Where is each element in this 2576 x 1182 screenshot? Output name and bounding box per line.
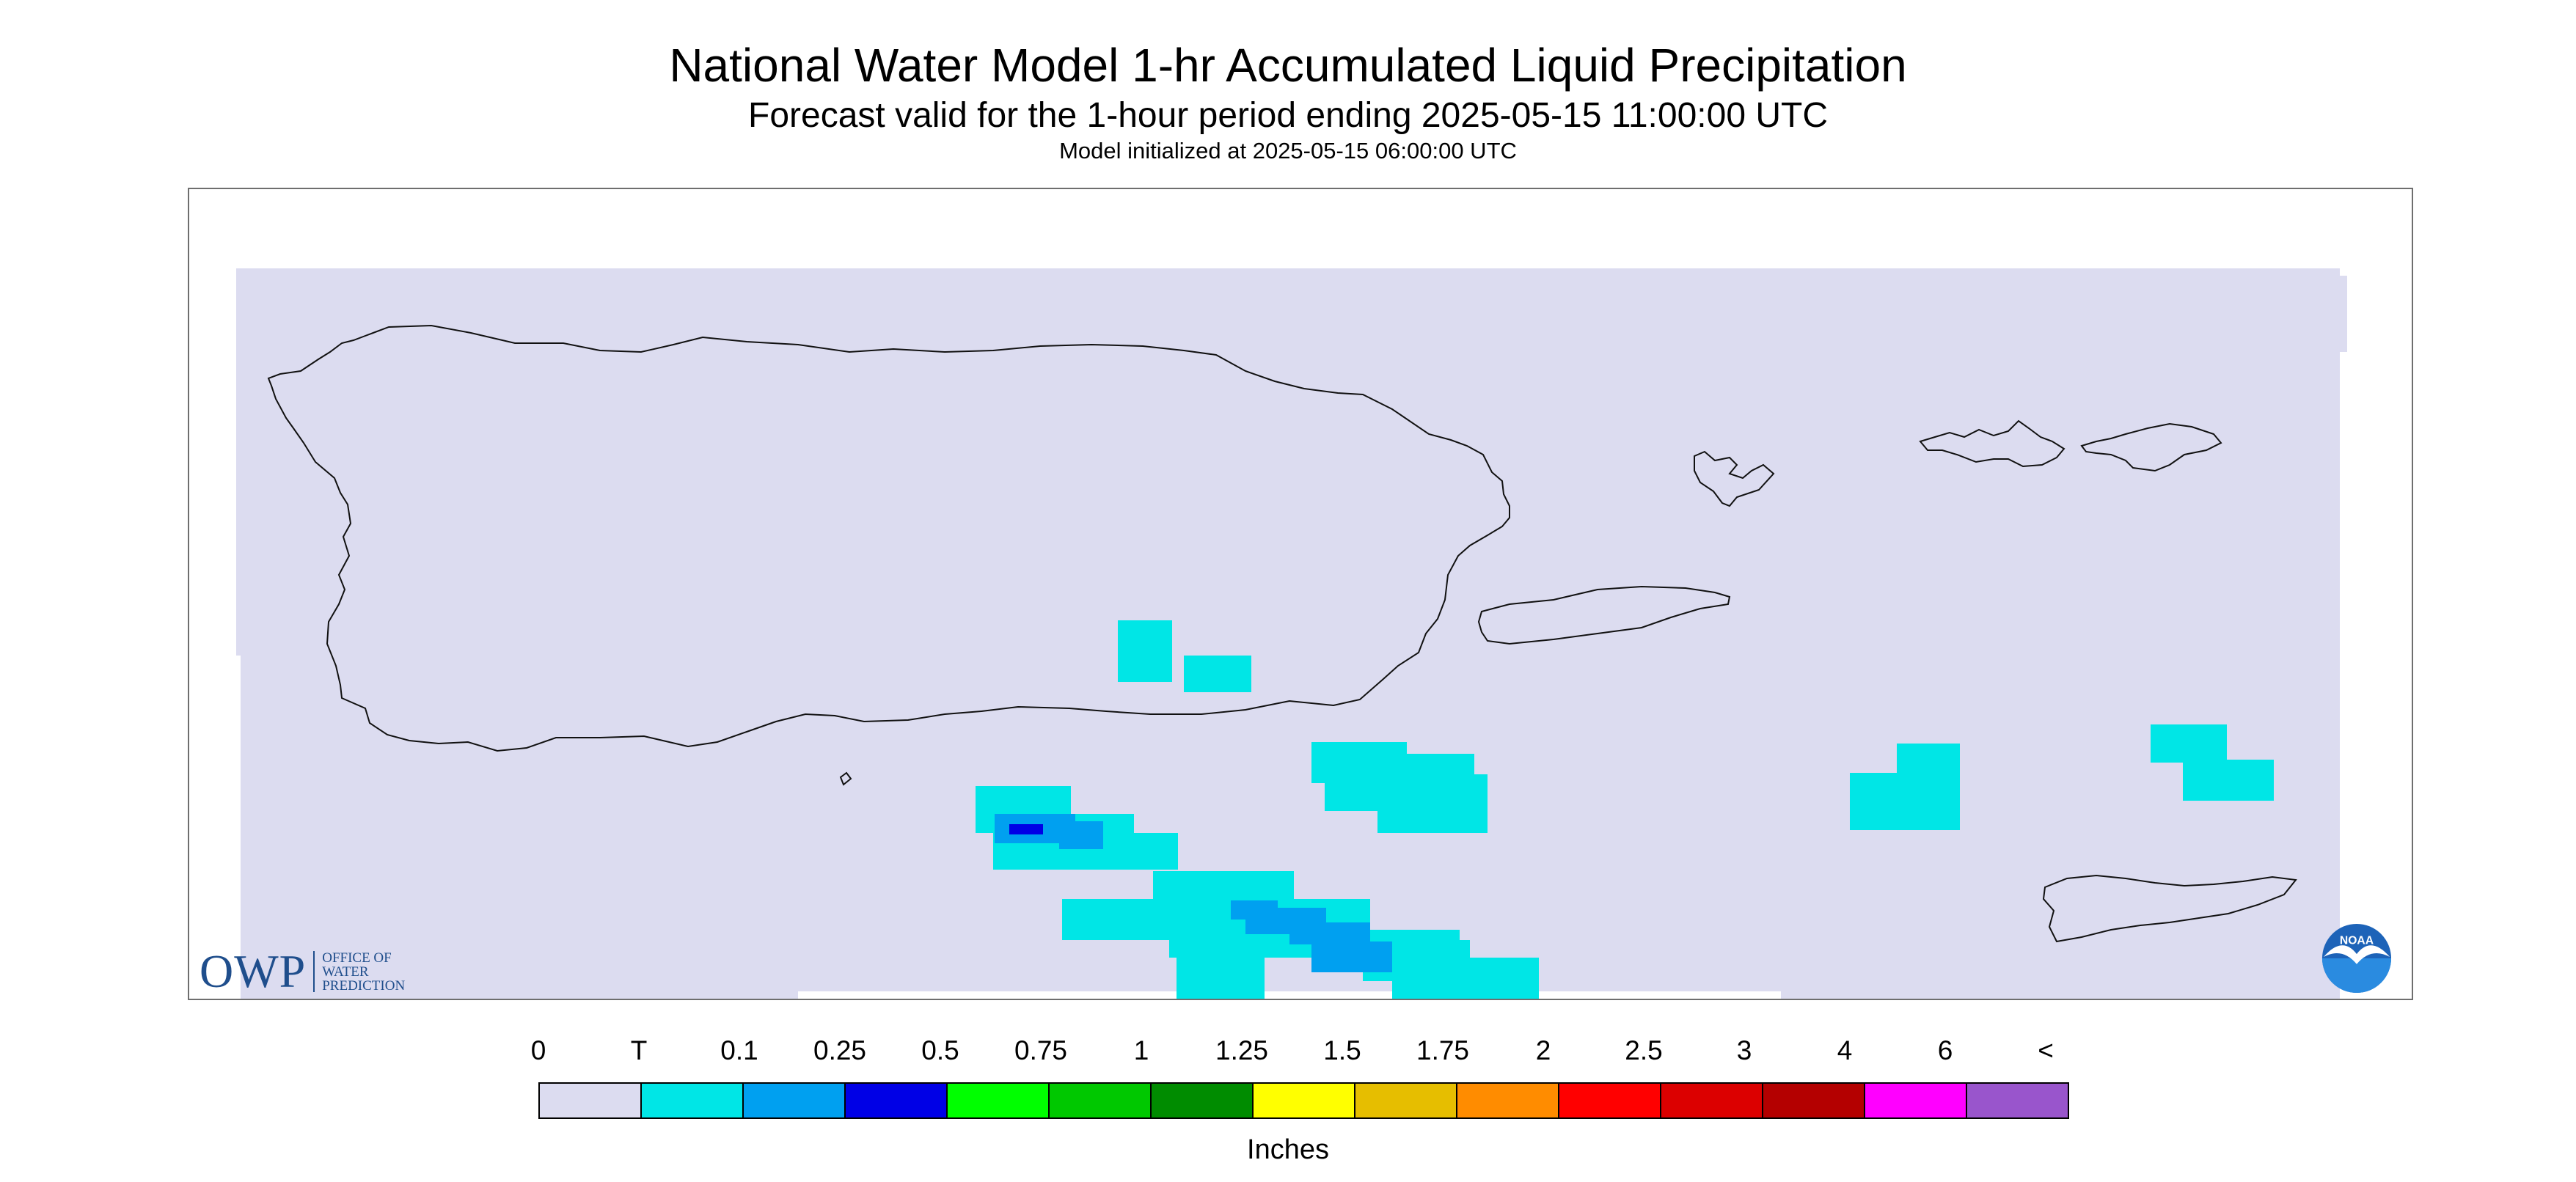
legend-label: 1.25 bbox=[1215, 1035, 1269, 1065]
map-title: National Water Model 1-hr Accumulated Li… bbox=[669, 39, 1907, 92]
st-thomas-st-john-coast bbox=[1919, 419, 2222, 472]
vieques-coast bbox=[1477, 585, 1731, 645]
legend-label: 0.5 bbox=[921, 1035, 959, 1065]
coastlines bbox=[267, 324, 2297, 943]
legend-swatch bbox=[1354, 1082, 1456, 1119]
mona-island-coast bbox=[839, 771, 852, 786]
owp-line-1: OFFICE OF bbox=[322, 950, 392, 966]
legend-label: 0 bbox=[530, 1035, 546, 1065]
legend-label: 6 bbox=[1937, 1035, 1953, 1065]
st-croix-coast bbox=[2042, 874, 2297, 943]
legend-swatch bbox=[1456, 1082, 1558, 1119]
precip-map bbox=[236, 268, 2347, 999]
map-panel bbox=[188, 188, 2413, 1000]
owp-logo: OWP OFFICE OF WATER PREDICTION bbox=[200, 945, 405, 997]
legend-swatch bbox=[844, 1082, 946, 1119]
legend-swatch bbox=[946, 1082, 1048, 1119]
legend-swatch bbox=[1660, 1082, 1762, 1119]
legend-swatch bbox=[1762, 1082, 1864, 1119]
precip-moderate-cells bbox=[1009, 824, 1043, 834]
legend-swatch bbox=[640, 1082, 742, 1119]
legend-swatch bbox=[742, 1082, 844, 1119]
legend-color-bar bbox=[538, 1082, 2069, 1119]
legend-label: 0.1 bbox=[720, 1035, 758, 1065]
culebra-coast bbox=[1694, 450, 1775, 507]
noaa-text: NOAA bbox=[2340, 934, 2374, 947]
legend-swatch bbox=[1864, 1082, 1966, 1119]
legend-label: 1.5 bbox=[1323, 1035, 1361, 1065]
legend-swatch bbox=[1558, 1082, 1660, 1119]
legend-swatch bbox=[1150, 1082, 1252, 1119]
owp-mark: OWP bbox=[200, 945, 307, 997]
legend-label: 2.5 bbox=[1625, 1035, 1663, 1065]
owp-wordmark: OFFICE OF WATER PREDICTION bbox=[322, 951, 405, 993]
legend-label: 0.75 bbox=[1014, 1035, 1068, 1065]
puerto-rico-coast bbox=[267, 324, 1510, 752]
legend-label: 1.75 bbox=[1416, 1035, 1470, 1065]
legend-label: 1 bbox=[1133, 1035, 1149, 1065]
legend-label: T bbox=[630, 1035, 648, 1065]
legend-label: 0.25 bbox=[813, 1035, 867, 1065]
precip-legend: 0 T 0.1 0.25 0.5 0.75 1 1.25 1.5 1.75 2 … bbox=[531, 1035, 2069, 1119]
legend-swatch bbox=[1252, 1082, 1354, 1119]
owp-line-2: WATER bbox=[322, 963, 369, 980]
model-init-line: Model initialized at 2025-05-15 06:00:00… bbox=[1059, 138, 1517, 164]
legend-labels: 0 T 0.1 0.25 0.5 0.75 1 1.25 1.5 1.75 2 … bbox=[531, 1035, 2055, 1069]
domain-gap bbox=[798, 991, 1781, 999]
legend-label: < bbox=[2038, 1035, 2054, 1065]
legend-swatch bbox=[538, 1082, 640, 1119]
legend-swatch bbox=[1966, 1082, 2069, 1119]
legend-label: 3 bbox=[1736, 1035, 1752, 1065]
legend-swatch bbox=[1048, 1082, 1150, 1119]
owp-divider bbox=[313, 951, 315, 992]
legend-label: 4 bbox=[1837, 1035, 1853, 1065]
owp-line-3: PREDICTION bbox=[322, 977, 406, 994]
noaa-seagull-icon: NOAA bbox=[2321, 923, 2392, 994]
legend-units: Inches bbox=[1247, 1134, 1329, 1165]
legend-label: 2 bbox=[1535, 1035, 1551, 1065]
model-domain bbox=[236, 268, 2347, 999]
map-subtitle: Forecast valid for the 1-hour period end… bbox=[748, 96, 1828, 135]
